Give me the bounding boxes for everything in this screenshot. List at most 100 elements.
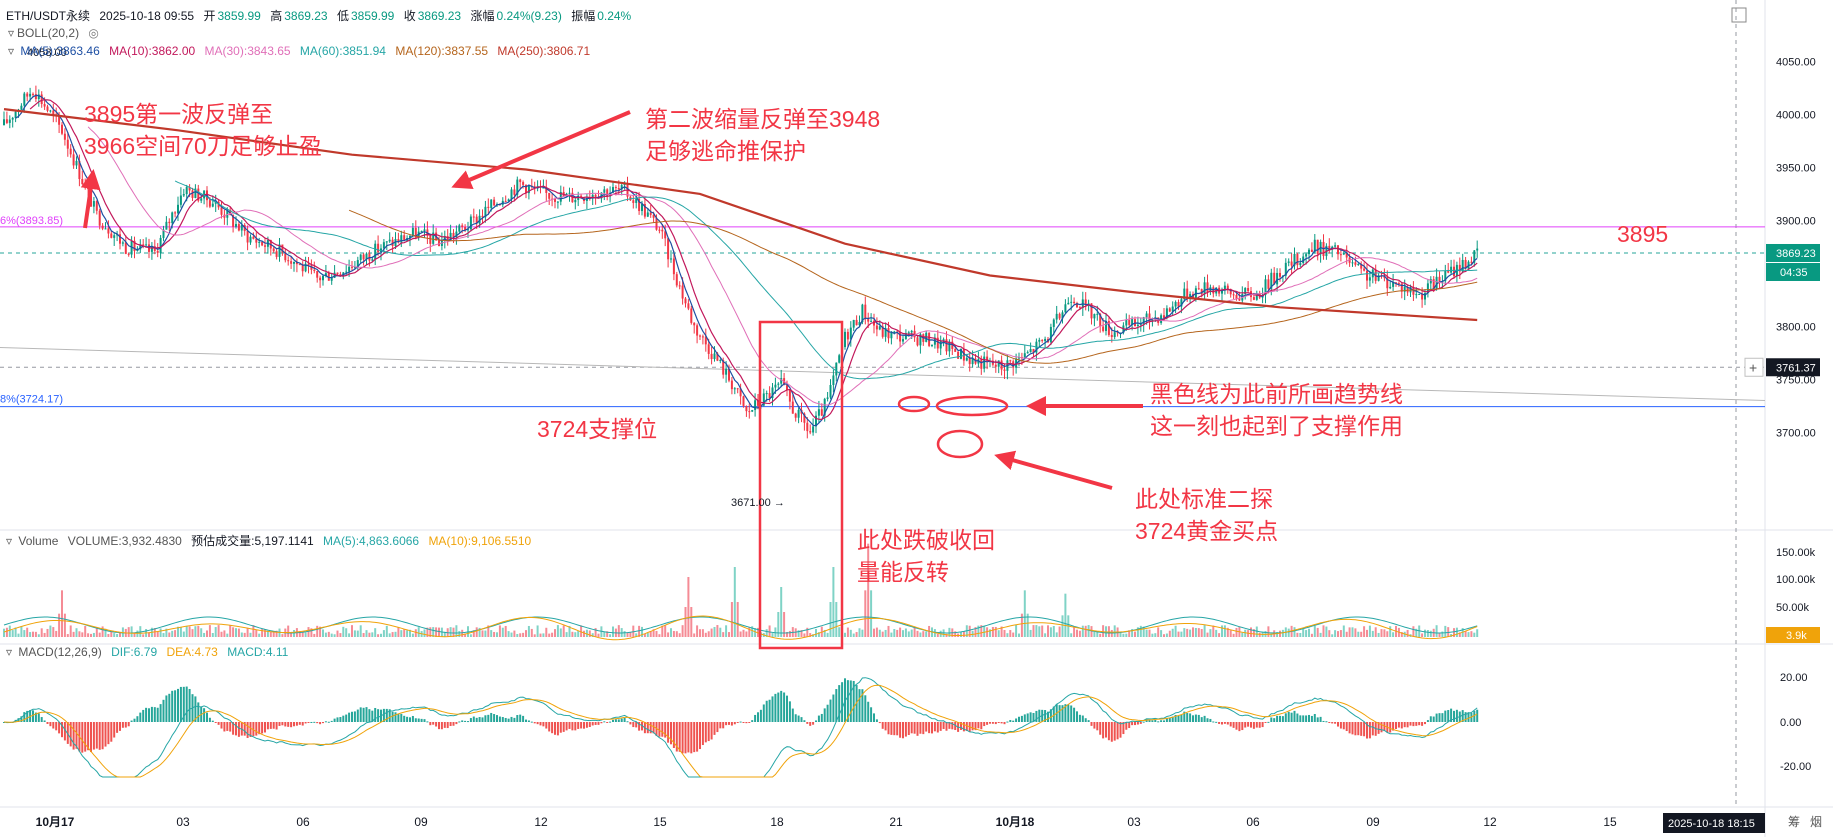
volume-bar xyxy=(1281,629,1284,637)
volume-bar xyxy=(536,625,539,637)
macd-bar xyxy=(765,700,768,722)
circle-marker xyxy=(936,429,984,459)
volume-bar xyxy=(1287,628,1290,637)
macd-bar xyxy=(974,722,977,731)
macd-bar xyxy=(757,712,759,722)
volume-bar xyxy=(916,630,919,637)
bell-icon[interactable]: ▿ xyxy=(8,44,15,58)
macd-title[interactable]: MACD(12,26,9) xyxy=(18,645,102,659)
volume-title[interactable]: Volume xyxy=(18,534,59,548)
candle-body xyxy=(322,275,324,281)
volume-bar xyxy=(490,630,493,637)
macd-bar xyxy=(493,714,496,722)
volume-bar xyxy=(1032,625,1035,637)
volume-bar xyxy=(1319,632,1322,637)
volume-bar xyxy=(1038,626,1041,637)
candle-body xyxy=(1099,313,1102,327)
volume-bar xyxy=(168,632,171,637)
macd-bar xyxy=(487,714,490,722)
macd-bar xyxy=(1073,707,1076,722)
candle-body xyxy=(1125,320,1128,326)
volume-bar xyxy=(206,630,208,637)
macd-dif: DIF:6.79 xyxy=(111,645,158,659)
volume-bar xyxy=(43,632,46,637)
macd-bar xyxy=(177,688,179,722)
candle-body xyxy=(98,210,101,226)
volume-bar xyxy=(342,626,345,637)
macd-bar xyxy=(496,715,498,722)
candle-body xyxy=(1302,256,1305,264)
candle-body xyxy=(861,304,864,323)
volume-bar xyxy=(380,633,382,637)
macd-bar xyxy=(849,680,852,722)
volume-bar xyxy=(397,627,400,637)
price-tick: 4050.00 xyxy=(1776,56,1816,68)
volume-bar xyxy=(733,567,736,637)
symbol-label[interactable]: ETH/USDT永续 xyxy=(6,9,91,23)
volume-bar xyxy=(554,629,556,637)
macd-bar xyxy=(55,722,58,731)
volume-bar xyxy=(1009,630,1012,637)
ma60-line xyxy=(174,180,1478,380)
volume-bar xyxy=(858,628,861,637)
candle-body xyxy=(1168,308,1171,312)
candle-body xyxy=(1438,276,1441,282)
candle-body xyxy=(461,225,464,228)
annotation-second-rebound: 第二波缩量反弹至3948 足够逃命推保护 xyxy=(645,103,880,167)
ma-header: ▿ MA(5):3863.46 MA(10):3862.00 MA(30):38… xyxy=(8,44,596,58)
volume-bar xyxy=(95,627,98,637)
macd-bar xyxy=(1409,722,1412,726)
volume-bar xyxy=(1064,593,1067,637)
candle-body xyxy=(951,341,954,349)
volume-bar xyxy=(432,627,435,637)
macd-bar xyxy=(951,722,954,730)
candle-body xyxy=(1221,290,1223,294)
candle-body xyxy=(174,212,177,214)
volume-bar xyxy=(133,633,136,637)
macd-bar xyxy=(701,722,704,746)
candle-body xyxy=(52,110,55,115)
macd-bar xyxy=(583,722,585,729)
candle-body xyxy=(1116,332,1119,334)
volume-bar xyxy=(1258,632,1261,637)
macd-bar xyxy=(667,722,670,743)
candle-body xyxy=(159,237,162,253)
candle-body xyxy=(832,375,835,386)
annotation-volume-reversal: 此处跌破收回 量能反转 xyxy=(857,524,995,588)
eye-icon[interactable]: ◎ xyxy=(88,26,99,40)
candle-body xyxy=(513,189,516,195)
macd-bar xyxy=(281,722,284,726)
candle-body xyxy=(768,393,771,399)
macd-bar xyxy=(298,722,301,725)
bell-icon[interactable]: ▿ xyxy=(8,26,15,40)
bell-icon[interactable]: ▿ xyxy=(6,645,13,659)
candle-body xyxy=(730,380,733,390)
candle-body xyxy=(939,341,942,349)
candle-body xyxy=(1342,252,1345,255)
candle-body xyxy=(849,327,852,340)
volume-bar xyxy=(98,632,101,637)
volume-bar xyxy=(255,629,258,637)
volume-bar xyxy=(751,626,754,637)
candle-body xyxy=(806,422,809,432)
candle-body xyxy=(948,341,951,352)
candle-body xyxy=(1458,264,1461,272)
bell-icon[interactable]: ▿ xyxy=(6,534,13,548)
macd-bar xyxy=(246,722,249,738)
macd-bar xyxy=(1415,722,1418,726)
ma250-line xyxy=(3,108,1478,322)
boll-label[interactable]: BOLL(20,2) xyxy=(17,26,80,40)
volume-bar xyxy=(617,625,620,637)
volume-bar xyxy=(1102,625,1105,637)
candle-body xyxy=(121,242,124,244)
price-tick: 3800.00 xyxy=(1776,321,1816,333)
volume-bar xyxy=(1415,628,1418,637)
macd-bar xyxy=(426,721,429,723)
volume-bar xyxy=(664,625,667,637)
volume-bar xyxy=(890,632,893,637)
candle-body xyxy=(1337,245,1339,255)
candle-body xyxy=(603,189,606,193)
macd-bar xyxy=(1232,722,1235,728)
macd-bar xyxy=(1403,722,1406,728)
